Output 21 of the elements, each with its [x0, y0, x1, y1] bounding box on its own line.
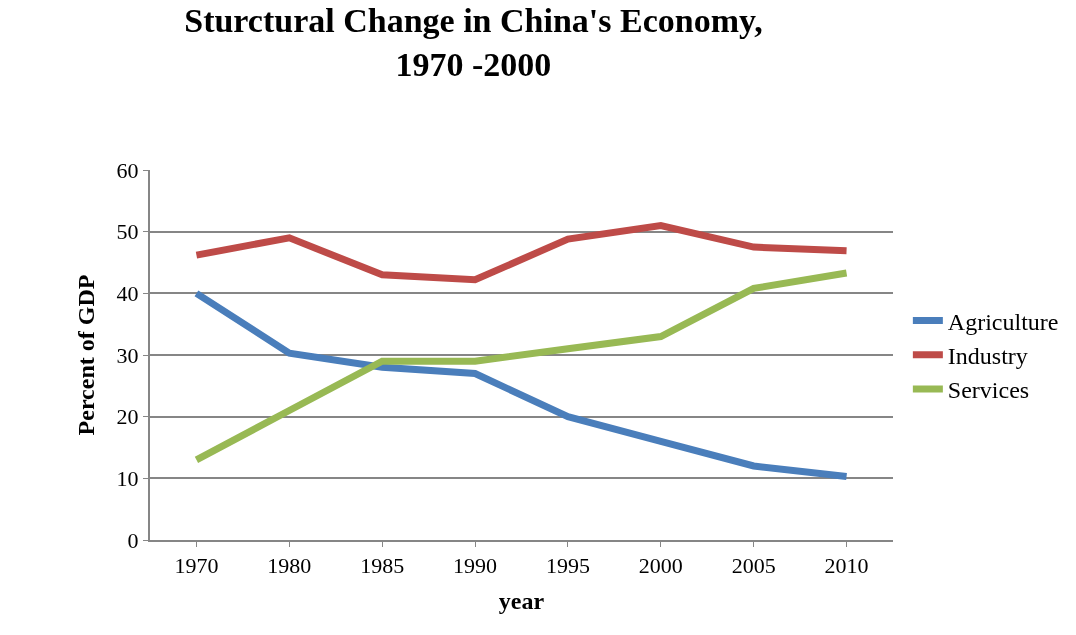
legend-label: Industry: [947, 343, 1028, 370]
y-tick-label: 60: [116, 157, 139, 183]
x-tick-label: 1985: [360, 553, 405, 579]
legend-label: Services: [947, 377, 1030, 404]
x-axis-title: year: [498, 588, 545, 615]
x-tick-label: 2010: [824, 553, 869, 579]
legend-label: Agriculture: [947, 308, 1059, 335]
y-axis-title: Percent of GDP: [73, 274, 100, 436]
x-tick-label: 1990: [453, 553, 498, 579]
y-tick-label: 20: [116, 404, 139, 430]
chart-title: Sturctural Change in China's Economy, 1970 -2000: [184, 1, 763, 83]
x-tick-label: 1980: [267, 553, 312, 579]
x-tick-label: 2000: [638, 553, 683, 579]
x-tick-label: 1995: [545, 553, 590, 579]
y-tick-label: 50: [116, 219, 139, 245]
y-tick-label: 30: [116, 342, 139, 368]
y-tick-label: 40: [116, 281, 139, 307]
x-tick-label: 2005: [731, 553, 776, 579]
y-tick-label: 0: [127, 527, 139, 553]
x-tick-label: 1970: [174, 553, 219, 579]
y-tick-label: 10: [116, 466, 139, 492]
